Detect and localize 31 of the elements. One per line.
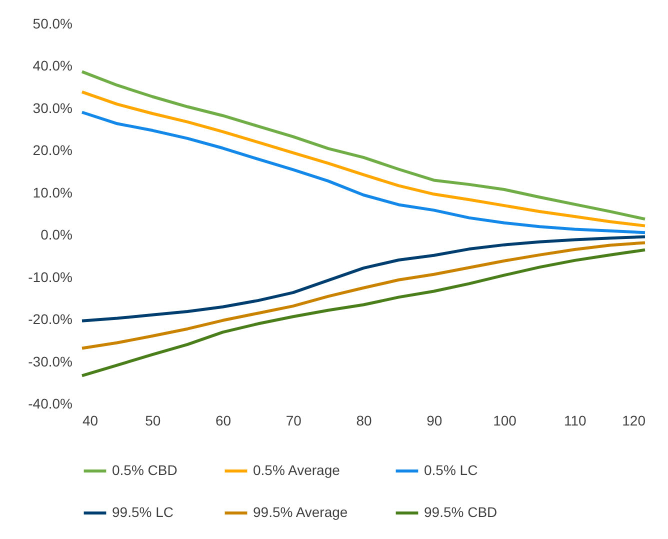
y-tick-label: 30.0% xyxy=(32,100,72,116)
y-tick-label: -40.0% xyxy=(28,396,72,412)
line-series xyxy=(80,90,646,228)
legend-label: 0.5% CBD xyxy=(112,462,178,478)
y-tick-label: 20.0% xyxy=(32,142,72,158)
legend-label: 0.5% Average xyxy=(253,462,340,478)
line-series xyxy=(80,248,646,378)
y-tick-label: -30.0% xyxy=(28,353,72,370)
legend-label: 99.5% LC xyxy=(112,504,174,520)
legend-label: 99.5% CBD xyxy=(424,504,498,520)
x-tick-label: 50 xyxy=(145,412,161,428)
line-series xyxy=(80,235,646,322)
y-tick-label: -20.0% xyxy=(28,311,72,328)
x-tick-label: 60 xyxy=(215,412,232,428)
y-tick-label: 0.0% xyxy=(40,226,72,243)
line-series xyxy=(80,110,646,234)
x-tick-label: 120 xyxy=(622,412,646,428)
x-tick-label: 80 xyxy=(356,412,372,428)
y-tick-label: 10.0% xyxy=(32,184,72,200)
legend-label: 0.5% LC xyxy=(424,462,478,478)
y-tick-label: 50.0% xyxy=(32,16,72,32)
line-series xyxy=(80,241,646,350)
legend-label: 99.5% Average xyxy=(253,504,348,520)
x-tick-label: 70 xyxy=(286,412,302,428)
x-tick-label: 40 xyxy=(82,412,98,428)
x-tick-label: 100 xyxy=(493,412,517,428)
x-tick-label: 110 xyxy=(564,412,586,428)
line-series xyxy=(80,70,646,221)
x-tick-label: 90 xyxy=(426,412,442,428)
y-tick-label: 40.0% xyxy=(32,58,72,74)
y-tick-label: -10.0% xyxy=(28,268,72,285)
